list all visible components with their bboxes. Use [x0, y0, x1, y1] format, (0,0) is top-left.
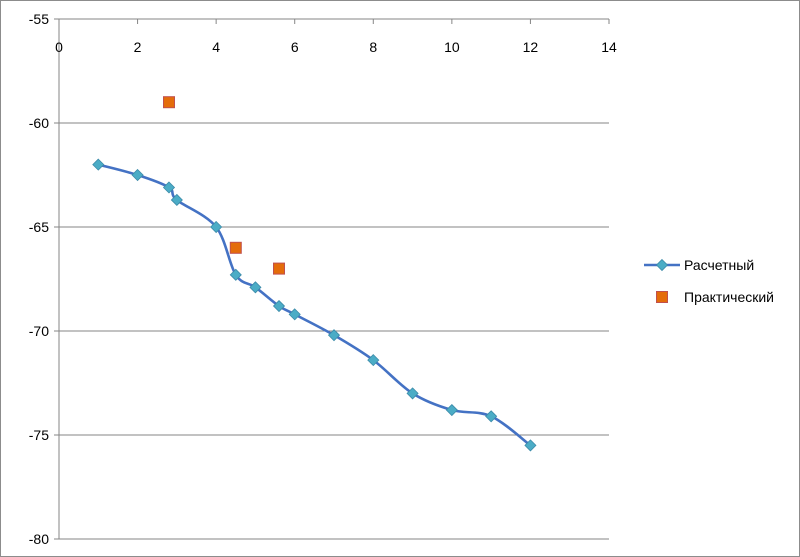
- data-point-square: [229, 241, 242, 254]
- series-2: [163, 96, 285, 275]
- series-line: [97, 163, 532, 447]
- data-point-diamond: [288, 308, 301, 321]
- x-tick-label: 14: [601, 39, 617, 55]
- x-tick-label: 12: [523, 39, 539, 55]
- data-point-diamond: [524, 439, 537, 452]
- legend-label: Практический: [684, 289, 774, 305]
- x-tick-label: 10: [444, 39, 460, 55]
- x-tick-label: 8: [369, 39, 377, 55]
- legend: Расчетный Практический: [644, 257, 774, 305]
- x-tick-label: 0: [55, 39, 63, 55]
- y-tick-label: -60: [29, 115, 49, 131]
- data-point-diamond: [327, 329, 341, 342]
- legend-item: Расчетный: [644, 257, 754, 273]
- data-point-diamond: [162, 181, 176, 194]
- y-tick-label: -55: [29, 11, 49, 27]
- data-point-diamond: [367, 354, 380, 367]
- data-point-diamond: [406, 387, 419, 400]
- data-point-square: [163, 96, 175, 109]
- legend-item: Практический: [656, 289, 774, 305]
- legend-marker-square: [656, 291, 668, 303]
- y-tick-label: -65: [29, 219, 49, 235]
- x-tick-label: 2: [134, 39, 142, 55]
- y-tick-label: -70: [29, 323, 49, 339]
- legend-label: Расчетный: [684, 257, 754, 273]
- axis-layer: -55 -60 -65 -70 -75 -80 0 2 4 6 8 10 12 14: [29, 11, 617, 547]
- y-tick-label: -75: [29, 427, 49, 443]
- data-point-diamond: [92, 158, 105, 171]
- data-point-diamond: [272, 299, 286, 313]
- data-point-diamond: [249, 281, 262, 294]
- x-tick-label: 4: [212, 39, 220, 55]
- data-point-diamond: [210, 220, 223, 234]
- data-point-diamond: [131, 168, 144, 182]
- grid-layer: [59, 18, 609, 540]
- data-point-diamond: [445, 403, 458, 417]
- x-tick-label: 6: [291, 39, 299, 55]
- series-layer: [92, 96, 537, 452]
- data-point-diamond: [229, 268, 242, 281]
- y-tick-label: -80: [29, 531, 49, 547]
- data-point-diamond: [485, 410, 498, 423]
- series-1: [92, 158, 537, 452]
- data-point-diamond: [170, 193, 183, 207]
- legend-marker-diamond: [655, 258, 669, 272]
- data-point-square: [273, 262, 285, 275]
